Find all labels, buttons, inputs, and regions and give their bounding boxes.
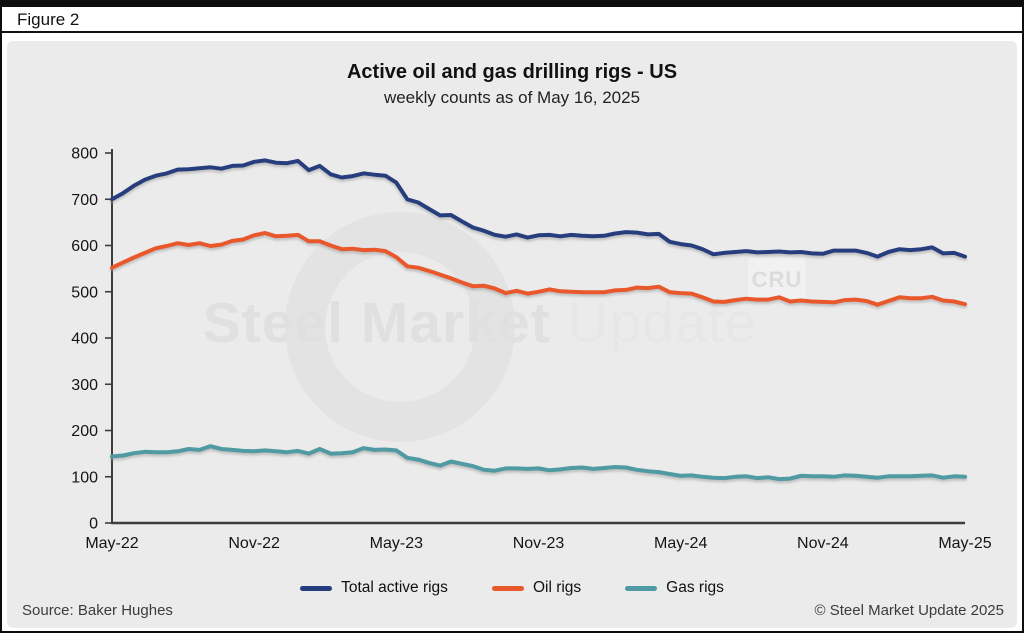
legend-label: Oil rigs [532, 579, 582, 596]
legend-swatch [625, 585, 658, 591]
frame-border-left [0, 0, 2, 633]
legend-swatch [491, 585, 524, 591]
legend-item-gas-rigs: Gas rigs [625, 579, 724, 597]
cru-watermark-badge: CRU [748, 258, 806, 302]
frame-border-right [1022, 0, 1024, 633]
legend-label: Gas rigs [666, 579, 724, 596]
frame-border-top [0, 0, 1024, 7]
chart-title: Active oil and gas drilling rigs - US [346, 61, 678, 83]
chart-footer: Source: Baker Hughes © Steel Market Upda… [22, 602, 1004, 619]
legend-swatch [300, 585, 333, 591]
smu-watermark-light [551, 291, 568, 355]
figure-label: Figure 2 [17, 10, 80, 29]
header-rule [0, 31, 1024, 33]
source-note: Source: Baker Hughes [22, 602, 173, 619]
legend-item-oil-rigs: Oil rigs [491, 579, 582, 597]
chart-subtitle: weekly counts as of May 16, 2025 [383, 88, 641, 107]
legend-label: Total active rigs [341, 579, 448, 596]
copyright-note: © Steel Market Update 2025 [814, 602, 1005, 619]
chart-legend: Total active rigs Oil rigs Gas rigs [0, 579, 1024, 597]
frame-border-bottom [0, 631, 1024, 633]
smu-watermark-update: Update [567, 291, 758, 355]
smu-watermark-text: Steel Market Update [0, 290, 960, 356]
smu-watermark-bold: Steel Market [202, 291, 551, 355]
legend-item-total-active-rigs: Total active rigs [300, 579, 448, 597]
